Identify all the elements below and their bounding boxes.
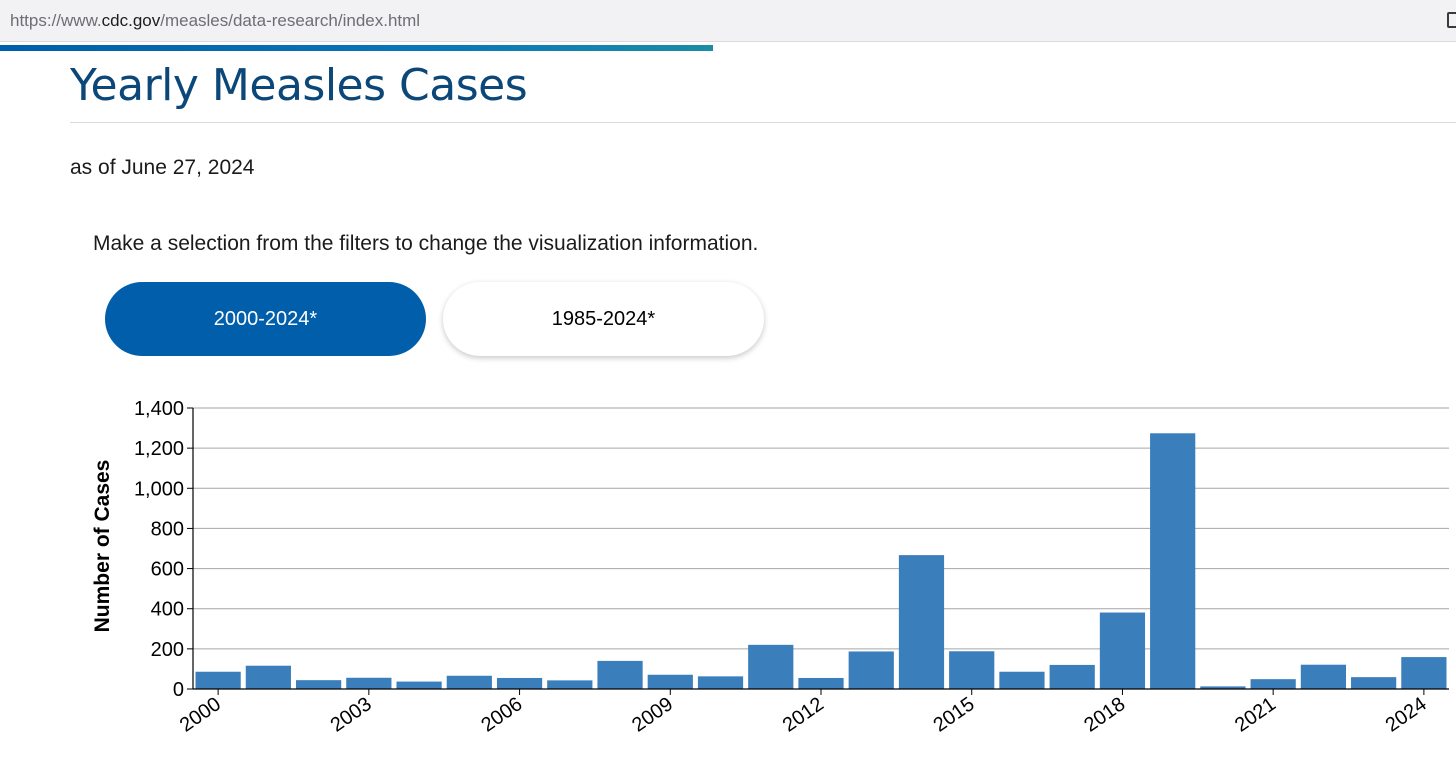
y-tick-label: 400 <box>151 599 184 621</box>
bar-2008[interactable] <box>597 660 643 689</box>
x-tick-label: 2015 <box>930 693 979 737</box>
url-host: cdc.gov <box>101 11 161 30</box>
bar-2021[interactable] <box>1250 679 1296 689</box>
bar-2016[interactable] <box>999 671 1045 689</box>
y-tick-label: 600 <box>151 559 184 581</box>
bar-2001[interactable] <box>245 665 291 689</box>
filter-button-1985-2024[interactable]: 1985-2024* <box>443 282 764 356</box>
bar-2018[interactable] <box>1099 612 1146 689</box>
as-of-date: as of June 27, 2024 <box>70 156 255 179</box>
y-axis: 0 200 400 600 800 1,000 1,200 1,400 <box>134 398 194 701</box>
y-axis-label: Number of Cases <box>91 460 114 633</box>
bar-2019[interactable] <box>1150 433 1196 689</box>
x-tick-label: 2006 <box>477 693 526 737</box>
x-tick-label: 2018 <box>1080 693 1129 737</box>
bar-2012[interactable] <box>798 677 844 689</box>
y-tick-label: 1,200 <box>134 438 184 460</box>
bar-2011[interactable] <box>748 644 794 689</box>
bar-2009[interactable] <box>647 674 693 689</box>
x-tick-label: 2003 <box>327 693 376 737</box>
bar-2005[interactable] <box>446 675 492 689</box>
page-load-progress <box>0 45 1456 51</box>
reader-view-icon[interactable] <box>1447 12 1456 28</box>
y-tick-label: 0 <box>173 679 184 701</box>
bar-2017[interactable] <box>1049 664 1095 689</box>
bar-2022[interactable] <box>1300 664 1347 689</box>
bar-2006[interactable] <box>496 677 543 689</box>
bar-2007[interactable] <box>547 680 593 689</box>
url-text[interactable]: https://www.cdc.gov/measles/data-researc… <box>10 11 420 31</box>
bar-2020[interactable] <box>1200 686 1246 689</box>
bar-2004[interactable] <box>396 681 442 689</box>
progress-fill <box>0 45 714 51</box>
y-tick-label: 1,000 <box>134 478 184 500</box>
url-path: /measles/data-research/index.html <box>160 11 421 30</box>
bar-2010[interactable] <box>697 676 744 689</box>
page-title: Yearly Measles Cases <box>70 60 528 111</box>
bar-2014[interactable] <box>898 555 945 689</box>
y-tick-label: 800 <box>151 518 184 540</box>
bar-2003[interactable] <box>346 677 392 689</box>
bar-2000[interactable] <box>195 671 241 689</box>
bar-2013[interactable] <box>848 651 894 689</box>
y-tick-label: 200 <box>151 639 184 661</box>
x-axis: 2000 2003 2006 2009 2012 2015 2018 2021 2024 <box>176 688 1449 737</box>
x-tick-label: 2021 <box>1231 693 1280 737</box>
browser-address-bar[interactable]: https://www.cdc.gov/measles/data-researc… <box>0 0 1456 42</box>
bar-2015[interactable] <box>949 651 995 689</box>
y-tick-label: 1,400 <box>134 398 184 420</box>
bar-2023[interactable] <box>1351 677 1397 689</box>
grid-lines <box>193 407 1449 690</box>
title-divider <box>70 122 1456 123</box>
bar-2024[interactable] <box>1401 657 1447 689</box>
x-tick-label: 2024 <box>1382 693 1431 737</box>
x-tick-label: 2012 <box>779 693 828 737</box>
url-prefix: https://www. <box>10 11 102 30</box>
bars <box>195 433 1447 689</box>
filter-button-2000-2024[interactable]: 2000-2024* <box>105 282 426 356</box>
x-tick-label: 2009 <box>628 693 677 737</box>
measles-bar-chart: 0 200 400 600 800 1,000 1,200 1,400 200 0 2003 200… <box>91 398 1449 737</box>
filter-instruction: Make a selection from the filters to cha… <box>93 232 759 255</box>
bar-2002[interactable] <box>295 680 342 689</box>
